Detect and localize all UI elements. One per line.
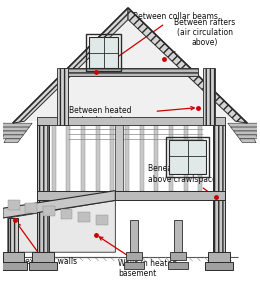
Bar — [174, 220, 182, 252]
Bar — [8, 218, 18, 252]
Polygon shape — [8, 201, 20, 210]
Bar — [62, 69, 198, 76]
Bar — [37, 125, 49, 191]
Polygon shape — [234, 131, 260, 135]
Bar — [89, 37, 118, 69]
Bar — [0, 262, 27, 270]
Polygon shape — [4, 139, 21, 143]
Polygon shape — [237, 135, 258, 139]
Text: Walls in heated
basement: Walls in heated basement — [99, 237, 177, 278]
Bar — [57, 69, 68, 125]
Bar — [115, 125, 123, 191]
Text: Between heated
and unheated spaces: Between heated and unheated spaces — [69, 105, 194, 125]
Bar — [166, 137, 209, 177]
Bar — [198, 125, 202, 191]
Bar — [81, 125, 85, 191]
Bar — [184, 125, 188, 191]
Polygon shape — [228, 123, 260, 127]
Bar — [37, 191, 225, 201]
Bar — [86, 34, 121, 71]
Bar — [29, 262, 57, 270]
Text: Beneath floors
above crawlspaces: Beneath floors above crawlspaces — [148, 164, 220, 195]
Polygon shape — [2, 135, 23, 139]
Bar — [37, 201, 49, 252]
Polygon shape — [61, 209, 72, 219]
Polygon shape — [239, 139, 256, 143]
Bar — [37, 117, 225, 125]
Polygon shape — [26, 19, 238, 121]
Bar — [125, 125, 129, 191]
Polygon shape — [78, 212, 90, 222]
Bar — [205, 262, 233, 270]
Polygon shape — [0, 131, 26, 135]
Text: All exterior walls: All exterior walls — [13, 223, 77, 266]
Polygon shape — [0, 123, 32, 127]
Bar — [208, 252, 230, 262]
Bar — [126, 252, 142, 260]
Bar — [32, 252, 54, 262]
Polygon shape — [13, 8, 128, 123]
Bar — [140, 125, 144, 191]
Bar — [3, 252, 24, 262]
Bar — [169, 140, 206, 174]
Bar — [213, 125, 225, 191]
Text: Between collar beams: Between collar beams — [99, 12, 218, 70]
Polygon shape — [96, 215, 108, 225]
Text: Between rafters
(air circulation
above): Between rafters (air circulation above) — [168, 17, 235, 56]
Bar — [168, 262, 188, 269]
Bar — [67, 125, 70, 191]
Bar — [169, 125, 173, 191]
Polygon shape — [0, 127, 29, 131]
Bar — [213, 201, 225, 252]
Bar — [96, 125, 100, 191]
Bar — [203, 69, 215, 125]
Bar — [37, 191, 225, 201]
Bar — [154, 125, 158, 191]
Polygon shape — [43, 206, 55, 216]
Bar — [170, 252, 186, 260]
Bar — [37, 125, 49, 191]
Bar — [52, 125, 56, 191]
Polygon shape — [8, 201, 115, 252]
Bar — [110, 125, 114, 191]
Polygon shape — [3, 191, 115, 218]
Polygon shape — [128, 8, 247, 123]
Polygon shape — [25, 203, 37, 213]
Polygon shape — [231, 127, 260, 131]
Bar — [124, 262, 144, 269]
Bar — [130, 220, 138, 252]
